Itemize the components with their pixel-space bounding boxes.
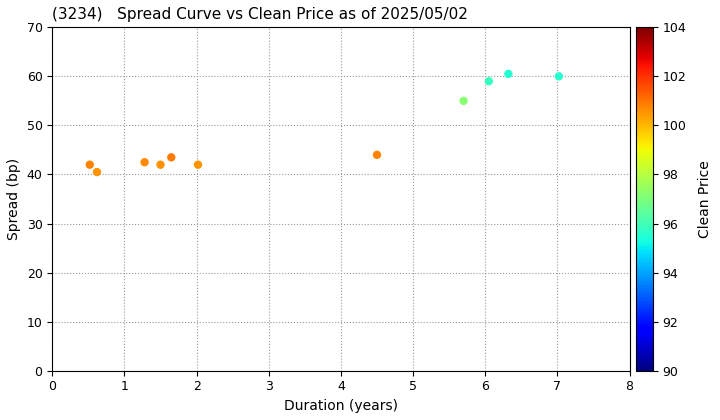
Point [372, 152, 383, 158]
Point [192, 161, 204, 168]
Point [503, 71, 514, 77]
Point [155, 161, 166, 168]
Point [84, 161, 96, 168]
Text: (3234)   Spread Curve vs Clean Price as of 2025/05/02: (3234) Spread Curve vs Clean Price as of… [53, 7, 468, 22]
Point [483, 78, 495, 84]
Point [553, 73, 564, 80]
Y-axis label: Clean Price: Clean Price [698, 160, 711, 238]
Point [139, 159, 150, 165]
Y-axis label: Spread (bp): Spread (bp) [7, 158, 21, 240]
X-axis label: Duration (years): Duration (years) [284, 399, 398, 413]
Point [458, 97, 469, 104]
Point [166, 154, 177, 161]
Point [91, 169, 103, 176]
